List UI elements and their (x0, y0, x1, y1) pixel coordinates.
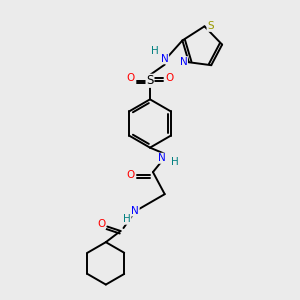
Text: O: O (127, 74, 135, 83)
Text: N: N (180, 57, 188, 67)
Text: H: H (123, 214, 131, 224)
Text: O: O (165, 74, 173, 83)
Text: H: H (171, 158, 179, 167)
Text: N: N (158, 153, 166, 163)
Text: H: H (152, 46, 159, 56)
Text: N: N (131, 206, 139, 216)
Text: S: S (207, 21, 214, 31)
Text: S: S (146, 74, 154, 87)
Text: N: N (161, 54, 169, 64)
Text: O: O (127, 170, 135, 180)
Text: O: O (97, 219, 106, 229)
